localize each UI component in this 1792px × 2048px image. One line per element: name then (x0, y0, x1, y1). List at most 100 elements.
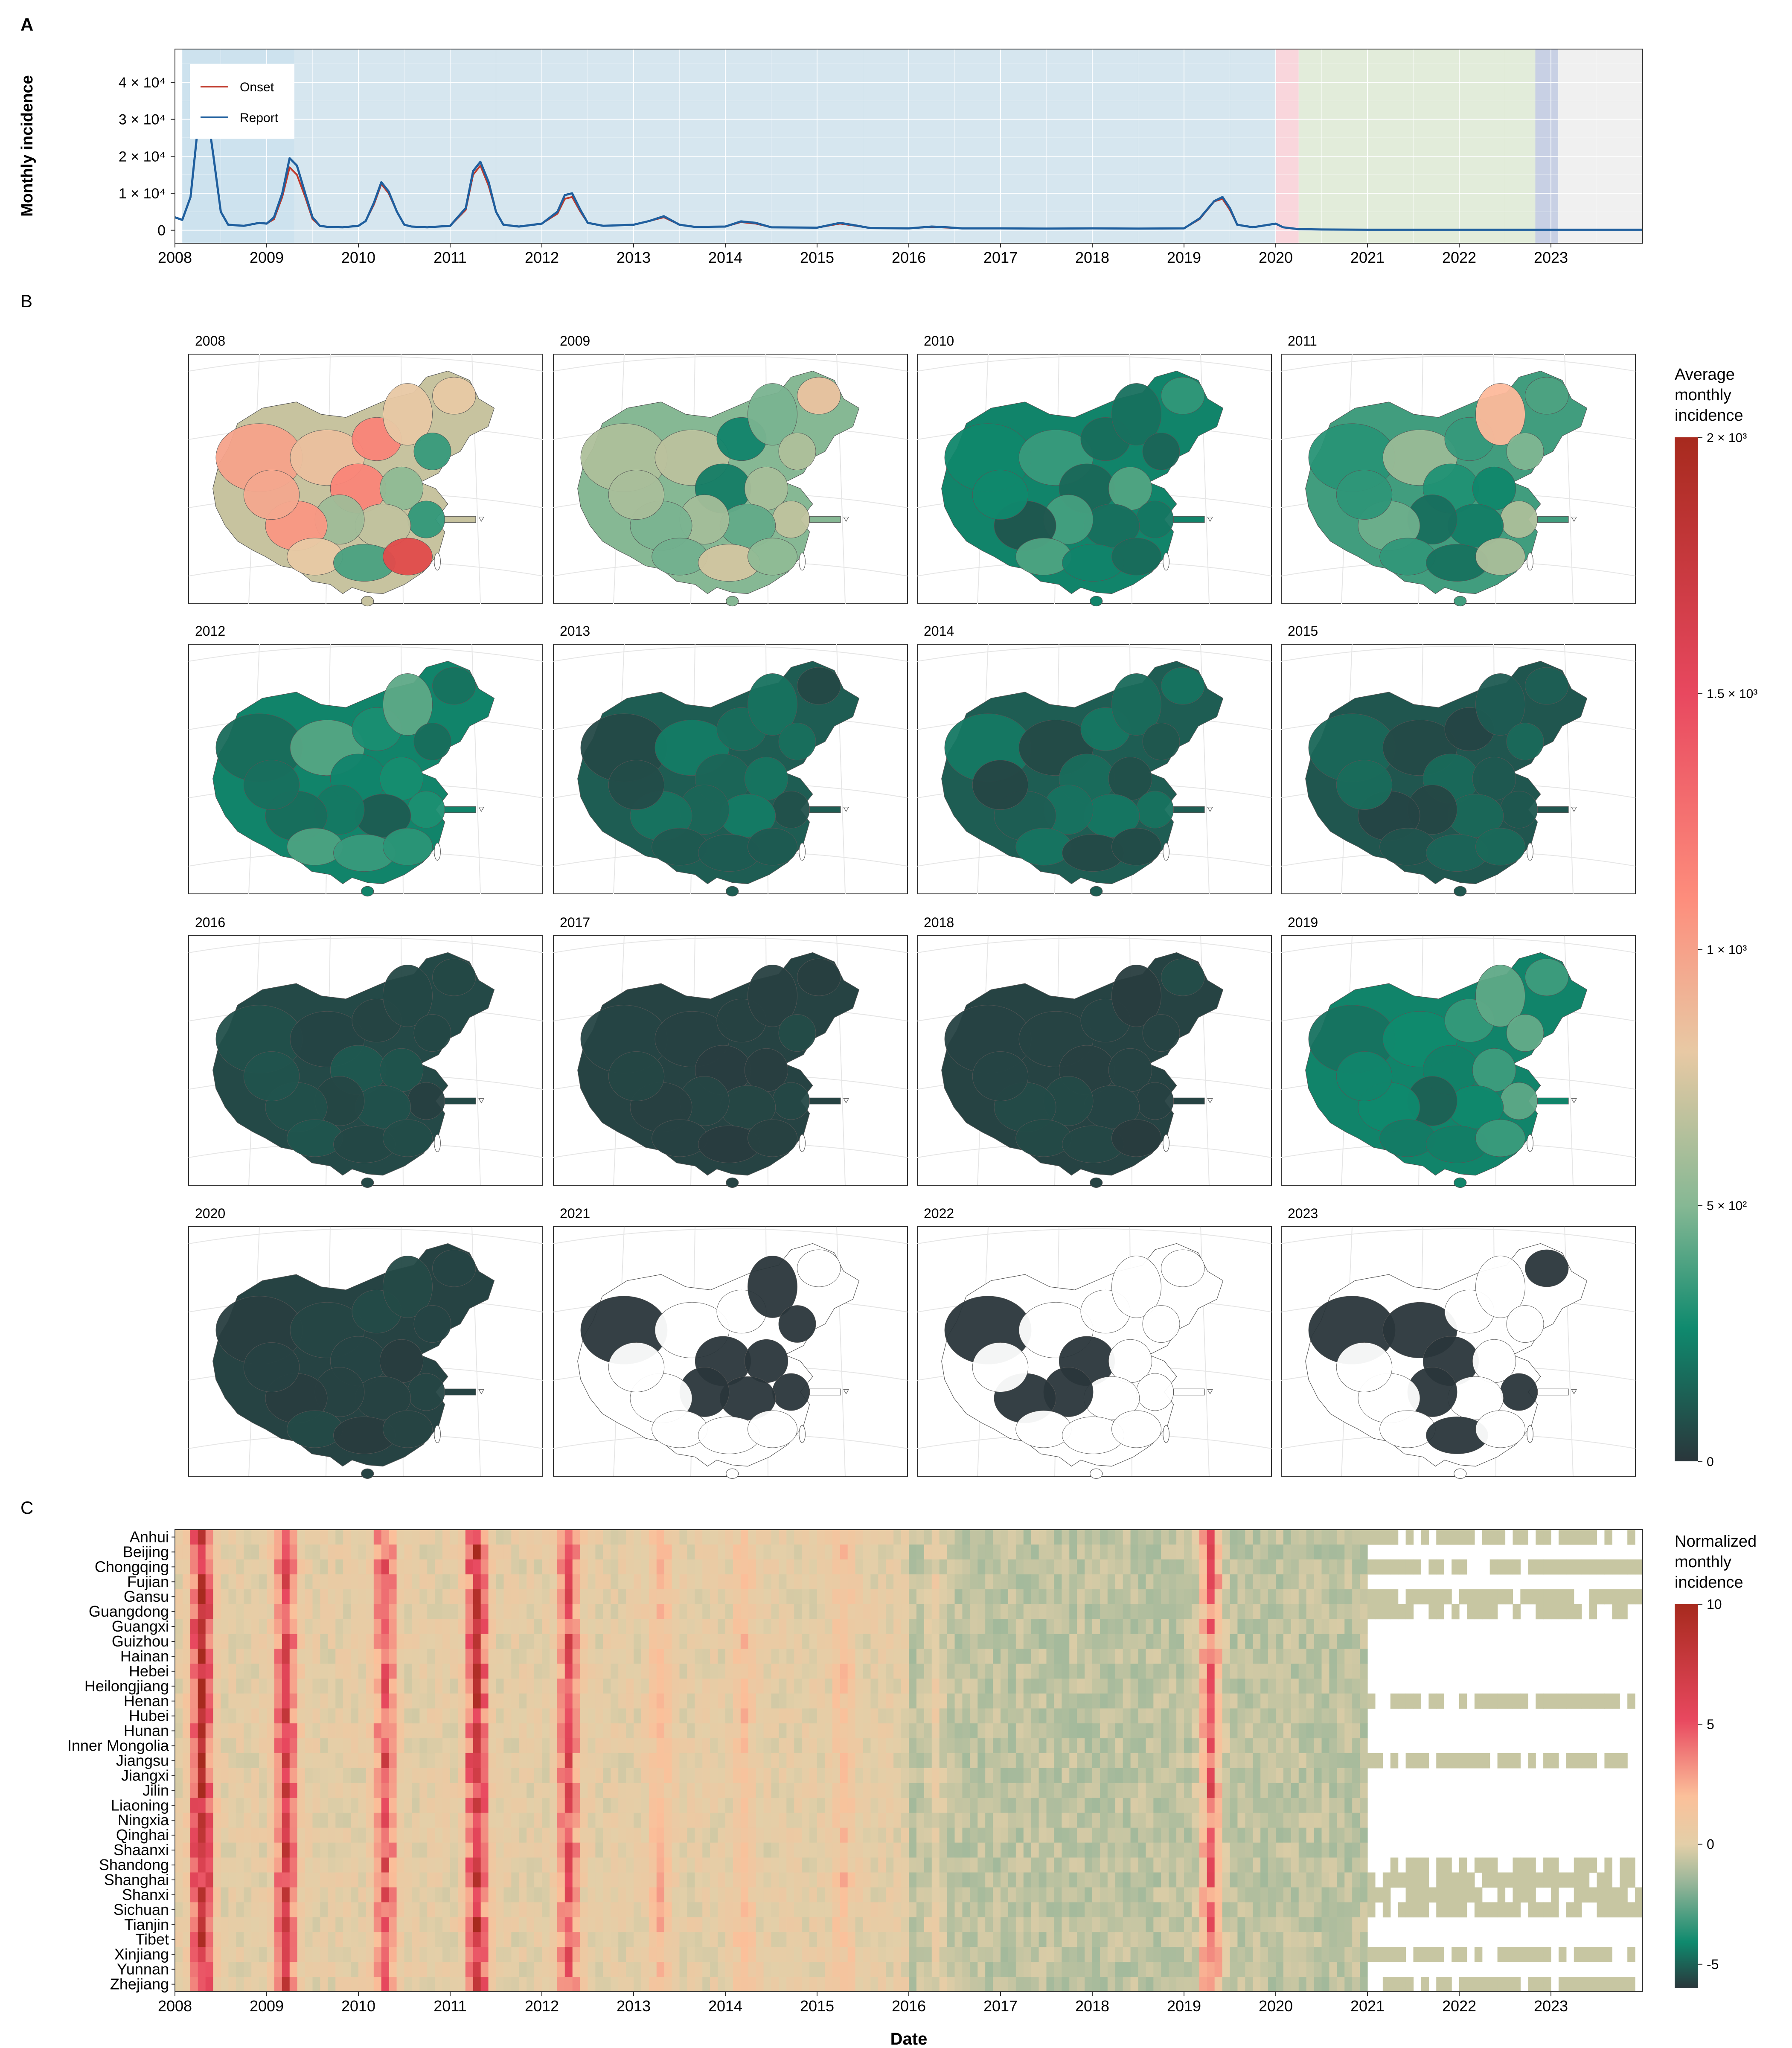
heat-cell (1321, 1738, 1330, 1754)
heat-cell (488, 1827, 497, 1843)
heat-cell (373, 1708, 382, 1724)
heat-cell (488, 1768, 497, 1783)
heat-cell (580, 1634, 588, 1649)
heat-cell (373, 1693, 382, 1709)
a-y-tick-label: 1 × 10⁴ (119, 186, 166, 202)
heat-cell (779, 1783, 787, 1798)
heat-cell (358, 1664, 367, 1679)
heat-cell (1115, 1902, 1123, 1917)
heat-cell (695, 1693, 703, 1709)
heat-cell (1505, 1753, 1513, 1769)
heat-cell (786, 1530, 794, 1545)
heat-cell (1039, 1530, 1047, 1545)
heat-cell (970, 1887, 978, 1903)
heat-cell (343, 1589, 351, 1605)
heat-cell (1176, 1783, 1184, 1798)
heat-cell (1138, 1783, 1146, 1798)
heat-cell (1314, 1619, 1322, 1635)
heat-cell (1046, 1679, 1055, 1694)
heat-cell (1085, 1559, 1093, 1575)
heat-cell (977, 1887, 986, 1903)
heat-cell (634, 1798, 642, 1813)
heat-cell (1092, 1902, 1100, 1917)
heat-cell (251, 1679, 259, 1694)
heat-cell (1283, 1559, 1292, 1575)
heat-cell (1230, 1827, 1238, 1843)
heat-cell (664, 1544, 672, 1560)
heat-cell (779, 1634, 787, 1649)
heat-cell (947, 1649, 955, 1664)
heat-cell (580, 1753, 588, 1769)
heat-cell (1260, 1708, 1268, 1724)
heat-cell (649, 1872, 657, 1888)
heat-cell (282, 1649, 290, 1664)
heat-cell (748, 1649, 756, 1664)
heat-cell (228, 1693, 236, 1709)
heat-cell (503, 1619, 512, 1635)
heat-cell (267, 1604, 275, 1620)
heat-cell (802, 1574, 810, 1590)
heat-cell (527, 1872, 535, 1888)
heat-cell (244, 1544, 252, 1560)
heat-cell (1123, 1738, 1131, 1754)
heat-cell (993, 1634, 1001, 1649)
heat-cell (274, 1917, 282, 1932)
heat-cell (1260, 1574, 1268, 1590)
heat-cell (320, 1559, 328, 1575)
heat-cell (480, 1887, 489, 1903)
heat-cell (863, 1902, 871, 1917)
heat-cell (1344, 1783, 1353, 1798)
heat-cell (1123, 1783, 1131, 1798)
heat-cell (274, 1679, 282, 1694)
heat-cell (977, 1857, 986, 1873)
heat-cell (901, 1559, 909, 1575)
heat-cell (289, 1544, 298, 1560)
heat-cell (282, 1708, 290, 1724)
heat-cell (274, 1559, 282, 1575)
heat-cell (1329, 1902, 1337, 1917)
heat-cell (1184, 1827, 1192, 1843)
heat-cell (1245, 1708, 1253, 1724)
province-patch (407, 1082, 445, 1120)
heat-cell (1115, 1798, 1123, 1813)
heat-cell (381, 1857, 390, 1873)
heat-cell (1146, 1723, 1154, 1739)
heat-cell (236, 1812, 244, 1828)
map-panel-2012: 2012 (188, 623, 543, 897)
heat-cell (527, 1589, 535, 1605)
heat-cell (289, 1574, 298, 1590)
heat-cell (1001, 1544, 1009, 1560)
heat-cell (1245, 1679, 1253, 1694)
heat-cell (312, 1559, 321, 1575)
heat-cell (542, 1530, 550, 1545)
heat-cell (572, 1619, 581, 1635)
heat-cell (1268, 1530, 1276, 1545)
heat-cell (1497, 1693, 1506, 1709)
heat-cell (1130, 1857, 1139, 1873)
heat-cell (939, 1530, 948, 1545)
province-patch (1525, 377, 1569, 415)
heat-cell (672, 1693, 680, 1709)
heat-cell (236, 1679, 244, 1694)
heat-cell (1276, 1679, 1284, 1694)
heat-cell (251, 1530, 259, 1545)
heat-cell (228, 1872, 236, 1888)
heat-cell (564, 1708, 573, 1724)
province-patch (608, 1342, 665, 1392)
heat-cell (1123, 1768, 1131, 1783)
heat-cell (595, 1827, 603, 1843)
heat-cell (687, 1738, 695, 1754)
heat-cell (603, 1574, 611, 1590)
heat-cell (1367, 1530, 1376, 1545)
heat-cell (977, 1708, 986, 1724)
heat-cell (687, 1559, 695, 1575)
heat-cell (465, 1902, 474, 1917)
heat-cell (779, 1798, 787, 1813)
heat-cell (786, 1664, 794, 1679)
heat-cell (977, 1649, 986, 1664)
heat-cell (305, 1723, 313, 1739)
heat-cell (824, 1649, 833, 1664)
heat-cell (1207, 1619, 1215, 1635)
heat-cell (618, 1693, 626, 1709)
heat-cell (855, 1708, 864, 1724)
